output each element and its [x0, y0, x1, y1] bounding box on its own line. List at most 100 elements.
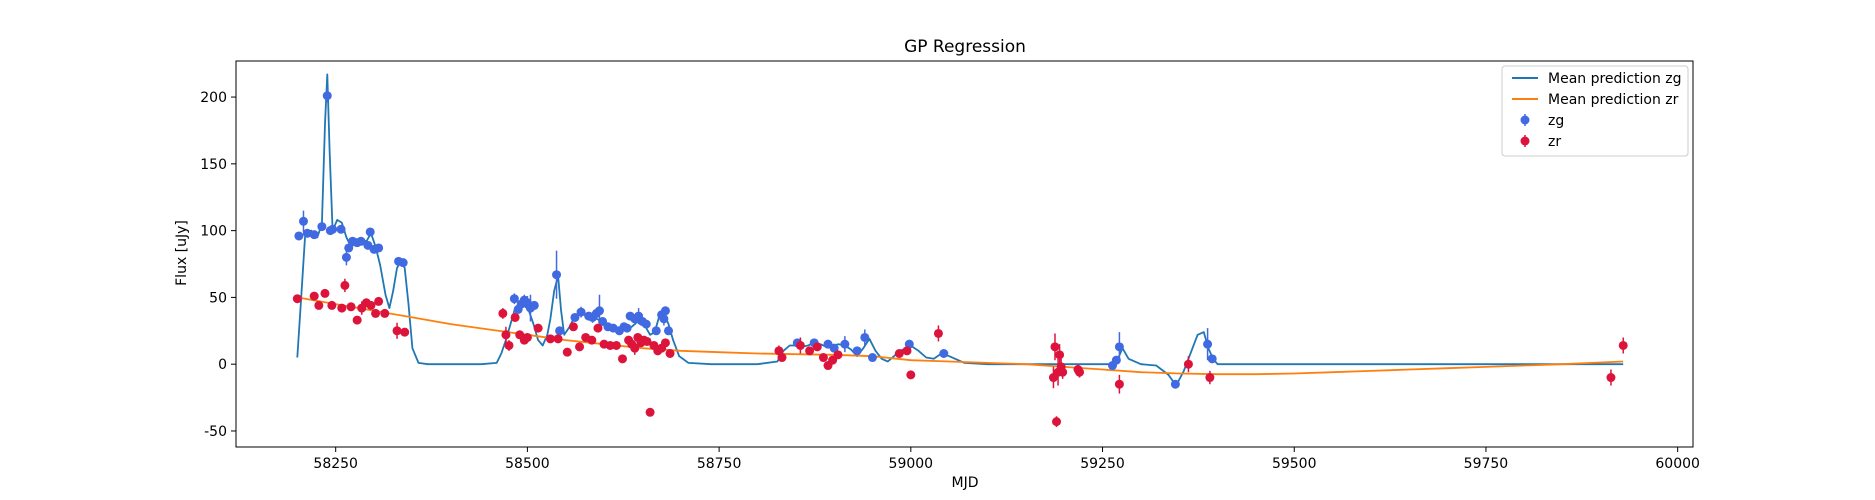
- zg-point: [552, 270, 562, 280]
- zg-point: [555, 326, 565, 336]
- y-tick-label: 100: [200, 224, 227, 240]
- x-tick-label: 59500: [1272, 456, 1317, 472]
- zr-point: [1055, 350, 1065, 360]
- legend-label: Mean prediction zr: [1548, 92, 1679, 108]
- zg-point: [374, 243, 384, 253]
- zg-point: [356, 236, 366, 246]
- zg-point: [1203, 339, 1213, 349]
- zr-point: [292, 294, 302, 304]
- y-tick-label: 200: [200, 90, 227, 106]
- zr-point: [545, 334, 555, 344]
- x-tick-label: 58250: [313, 456, 358, 472]
- zr-point: [374, 296, 384, 306]
- zg-point: [852, 346, 862, 356]
- zr-point: [575, 342, 585, 352]
- zr-point: [1606, 373, 1616, 383]
- zr-point: [366, 300, 376, 310]
- zg-point: [867, 353, 877, 363]
- zg-point: [1207, 354, 1217, 364]
- zg-point: [341, 252, 351, 262]
- legend-label: zr: [1548, 134, 1561, 150]
- zr-point: [774, 346, 784, 356]
- zg-point: [660, 306, 670, 316]
- zr-point: [1058, 367, 1068, 377]
- zr-point: [371, 308, 381, 318]
- zr-point: [562, 347, 572, 357]
- zr-point: [1183, 359, 1193, 369]
- zr-point: [593, 323, 603, 333]
- zr-point: [777, 353, 787, 363]
- x-tick-label: 58750: [697, 456, 742, 472]
- legend-box: [1501, 65, 1689, 157]
- zg-mean-prediction-line: [296, 73, 1624, 387]
- zg-point: [398, 258, 408, 268]
- zr-point: [392, 326, 402, 336]
- zg-point: [344, 243, 354, 253]
- plot-area: 58250 58500 58750 59000 59250 59500 59750 60000…: [200, 60, 1700, 472]
- zr-point: [805, 346, 815, 356]
- zg-point: [1170, 379, 1180, 389]
- x-tick-label: 59250: [1080, 456, 1125, 472]
- zg-point: [663, 326, 673, 336]
- zr-point: [522, 332, 532, 342]
- zr-point: [1114, 379, 1124, 389]
- zr-point: [327, 300, 337, 310]
- zg-point: [641, 319, 651, 329]
- zg-point: [939, 349, 949, 359]
- zr-point: [660, 338, 670, 348]
- zr-point: [501, 330, 511, 340]
- zr-point: [902, 346, 912, 356]
- zr-point: [812, 342, 822, 352]
- legend-zg-marker: [1520, 115, 1530, 125]
- legend-label: zg: [1548, 113, 1564, 129]
- zr-point: [933, 328, 943, 338]
- zr-point: [795, 340, 805, 350]
- zg-point: [829, 343, 839, 353]
- zr-point: [340, 280, 350, 290]
- zr-point: [352, 315, 362, 325]
- chart-title: GP Regression: [904, 37, 1026, 57]
- zr-point: [346, 302, 356, 312]
- zr-point: [833, 350, 843, 360]
- zr-point: [894, 349, 904, 359]
- x-tick-label: 59750: [1464, 456, 1509, 472]
- zg-point: [336, 224, 346, 234]
- zg-point: [576, 307, 586, 317]
- y-tick-label: 50: [209, 290, 227, 306]
- zg-point: [594, 306, 604, 316]
- zg-point: [328, 224, 338, 234]
- zg-point: [529, 300, 539, 310]
- zr-point: [665, 349, 675, 359]
- zr-point: [617, 354, 627, 364]
- zr-mean-prediction-line: [297, 296, 1624, 376]
- zg-point: [840, 339, 850, 349]
- zr-point: [906, 370, 916, 380]
- y-axis-label: Flux [uJy]: [174, 220, 190, 286]
- zr-point: [630, 343, 640, 353]
- zr-point: [533, 323, 543, 333]
- x-tick-label: 59000: [889, 456, 934, 472]
- zr-point: [309, 291, 319, 301]
- x-tick-label: 58500: [505, 456, 550, 472]
- y-tick-label: 0: [218, 357, 227, 373]
- zr-point: [380, 308, 390, 318]
- zr-point: [504, 340, 514, 350]
- zr-point: [568, 322, 578, 332]
- zg-point: [1111, 355, 1121, 365]
- zg-point: [570, 312, 580, 322]
- y-tick-label: 150: [200, 157, 227, 173]
- zr-point: [320, 288, 330, 298]
- zr-point: [1050, 342, 1060, 352]
- zr-point: [1618, 340, 1628, 350]
- x-tick-label: 60000: [1655, 456, 1700, 472]
- legend-label: Mean prediction zg: [1548, 71, 1682, 87]
- zr-point: [818, 353, 828, 363]
- zr-point: [337, 303, 347, 313]
- zr-point: [642, 336, 652, 346]
- zr-point: [645, 407, 655, 417]
- legend-zr-marker: [1520, 136, 1530, 146]
- zg-point: [309, 230, 319, 240]
- zr-point: [1052, 417, 1062, 427]
